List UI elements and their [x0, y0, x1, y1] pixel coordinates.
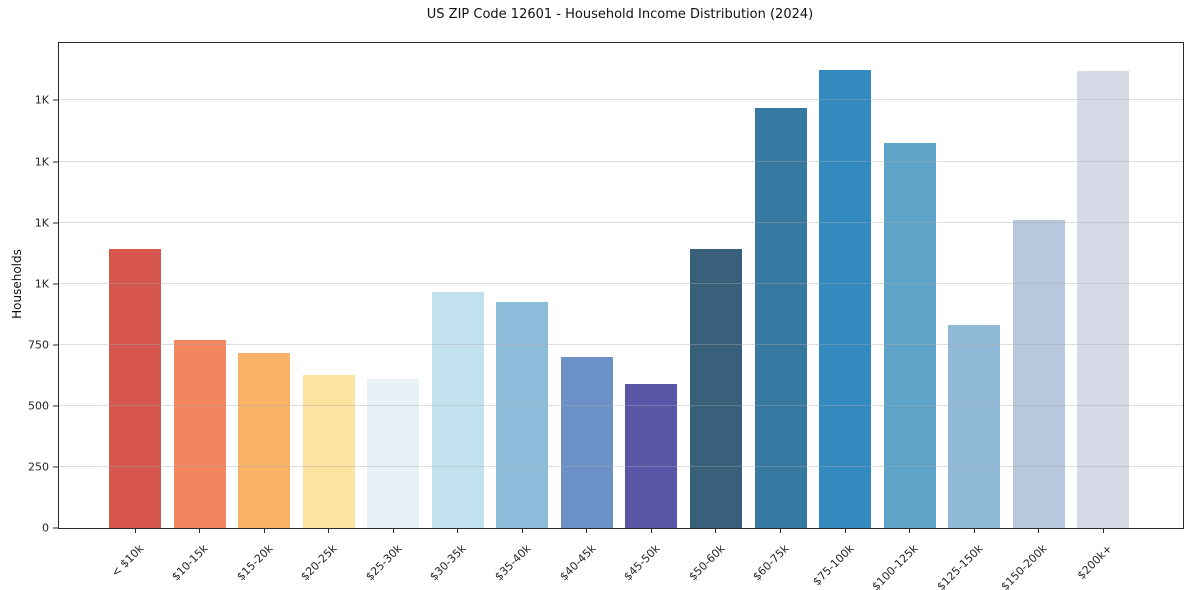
x-tick-label: $10-15k: [42, 537, 210, 583]
bar: [496, 302, 549, 528]
bar: [625, 383, 678, 528]
x-axis-tick: [1038, 528, 1040, 533]
y-tick-label: 1K: [34, 93, 49, 107]
x-axis-tick: [134, 528, 136, 533]
bar: [1012, 220, 1065, 528]
bar: [689, 249, 742, 528]
bar: [367, 378, 420, 528]
y-axis-tick: [53, 161, 58, 163]
y-axis-tick: [53, 466, 58, 468]
x-tick-label: $20-25k: [171, 537, 340, 583]
x-tick-label: < $10k: [0, 537, 147, 580]
x-tick-label-text: $15-20k: [234, 542, 276, 584]
x-tick-label: $60-75k: [623, 537, 791, 583]
y-axis-tick: [53, 222, 58, 224]
y-tick-label: 250: [28, 460, 49, 474]
bar: [560, 356, 613, 528]
x-tick-label-text: $50-60k: [685, 542, 728, 584]
y-tick-label: 0: [42, 521, 49, 535]
x-axis-tick: [909, 528, 911, 533]
x-tick-label-text: < $10k: [108, 542, 147, 580]
x-tick-label-text: $60-75k: [750, 542, 792, 584]
x-axis-tick: [521, 528, 523, 533]
chart-title: US ZIP Code 12601 - Household Income Dis…: [426, 7, 814, 22]
y-axis-tick: [53, 99, 58, 101]
x-tick-label-text: $150-200k: [998, 542, 1050, 590]
y-tick-label: 750: [28, 338, 49, 352]
x-tick-label: $100-125k: [752, 537, 921, 590]
x-tick-label: $50-60k: [558, 537, 727, 583]
y-axis-tick: [53, 344, 58, 346]
bar: [754, 107, 807, 528]
x-tick-label: $150-200k: [881, 537, 1050, 590]
y-axis-tick: [53, 527, 58, 529]
x-tick-label-text: $35-40k: [492, 542, 534, 584]
x-tick-label-text: $200k+: [1074, 542, 1115, 583]
y-axis-tick: [53, 405, 58, 407]
x-tick-label-text: $30-35k: [427, 542, 469, 584]
x-axis-tick: [973, 528, 975, 533]
gridline: [59, 99, 1183, 101]
y-tick-label: 500: [28, 399, 49, 413]
bar: [948, 325, 1001, 528]
x-tick-label-text: $25-30k: [363, 542, 405, 584]
bar: [109, 249, 161, 528]
bar: [819, 69, 872, 528]
bar: [431, 292, 484, 528]
x-axis-tick: [263, 528, 265, 533]
x-axis-tick: [844, 528, 846, 533]
x-tick-label: $45-50k: [493, 537, 662, 583]
bar: [883, 143, 936, 528]
x-tick-label-text: $45-50k: [621, 542, 663, 584]
x-tick-label: $125-150k: [816, 537, 985, 590]
x-axis-tick: [457, 528, 459, 533]
x-axis-tick: [392, 528, 394, 533]
x-tick-label-text: $20-25k: [298, 542, 340, 584]
x-tick-label: $75-100k: [687, 537, 856, 588]
x-axis-tick: [586, 528, 588, 533]
x-axis-tick: [650, 528, 652, 533]
x-tick-label: $200k+: [945, 537, 1114, 582]
y-tick-label: 1K: [34, 277, 49, 291]
x-tick-label-text: $100-125k: [869, 542, 921, 590]
x-tick-label-text: $75-100k: [810, 542, 857, 589]
x-tick-label: $30-35k: [300, 537, 469, 583]
x-tick-label-text: $40-45k: [556, 542, 599, 584]
plot-area: 0 250 500 750 1K 1K 1K 1K < $10k $10-15k $15-20k $2…: [28, 42, 1184, 590]
x-tick-label: $35-40k: [364, 537, 533, 583]
x-tick-label-text: $125-150k: [934, 542, 986, 590]
x-axis-tick: [780, 528, 781, 533]
y-axis-label: Households: [10, 249, 24, 319]
bar: [1077, 71, 1130, 528]
x-tick-label: $40-45k: [429, 537, 598, 583]
y-axis-tick: [53, 283, 58, 285]
x-tick-label: $15-20k: [106, 537, 275, 583]
y-tick-label: 1K: [34, 155, 49, 169]
y-tick-label: 1K: [34, 216, 49, 230]
x-axis-tick: [715, 528, 717, 533]
x-tick-label: $25-30k: [235, 537, 404, 583]
bar: [173, 339, 226, 528]
bar: [302, 375, 355, 528]
x-axis-tick: [1102, 528, 1104, 533]
x-axis-tick: [328, 528, 330, 533]
x-tick-label-text: $10-15k: [169, 542, 211, 584]
gridline: [59, 160, 1183, 162]
x-axis-tick: [199, 528, 201, 533]
bar: [238, 353, 291, 528]
